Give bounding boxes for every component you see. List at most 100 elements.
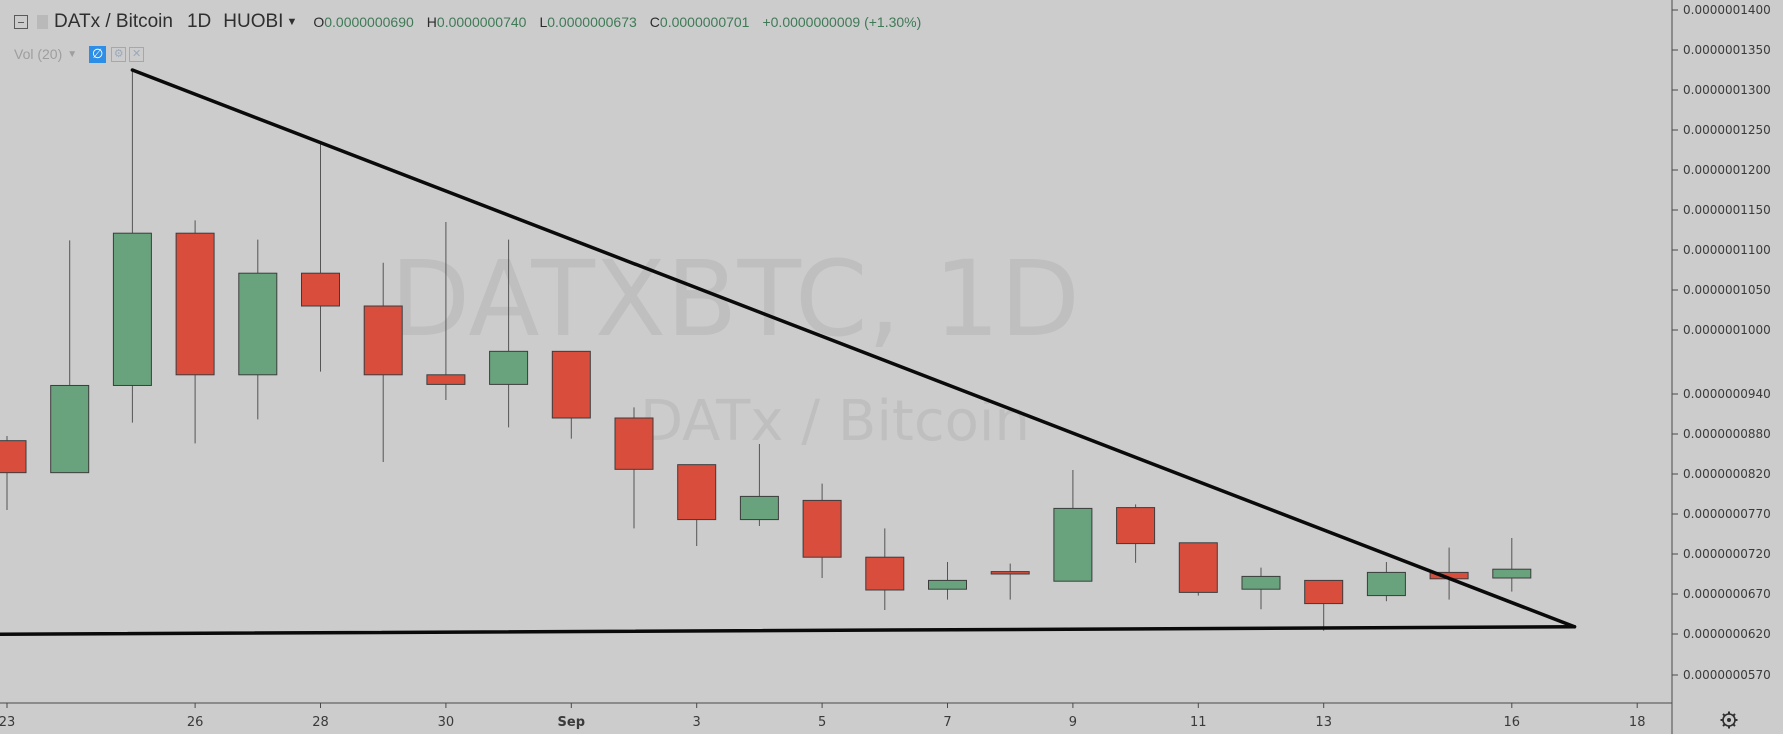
price-tick-label: 0.0000001100 — [1683, 243, 1771, 257]
candle-body — [1116, 507, 1156, 545]
candle-body — [489, 350, 529, 385]
price-tick-label: 0.0000001000 — [1683, 323, 1771, 337]
chevron-down-icon[interactable]: ▼ — [286, 16, 298, 28]
exchange-label[interactable]: HUOBI — [223, 11, 284, 32]
price-tick-label: 0.0000000820 — [1683, 467, 1771, 481]
price-tick-label: 0.0000000720 — [1683, 547, 1771, 561]
symbol-icon — [37, 15, 48, 29]
volume-legend: Vol (20) ▼ ∅ ⚙ ✕ — [14, 45, 145, 63]
open-label: O — [313, 14, 325, 30]
price-change: +0.0000000009 (+1.30%) — [762, 14, 922, 30]
price-tick-label: 0.0000001250 — [1683, 123, 1771, 137]
price-tick-label: 0.0000001300 — [1683, 83, 1771, 97]
candle — [865, 528, 905, 610]
candle — [426, 222, 466, 400]
price-tick-label: 0.0000001200 — [1683, 163, 1771, 177]
ohlc-high: H0.0000000740 — [427, 14, 527, 30]
eye-off-icon[interactable]: ∅ — [89, 45, 107, 63]
price-tick-label: 0.0000000880 — [1683, 427, 1771, 441]
trendlines[interactable] — [0, 68, 1577, 637]
candle-body — [802, 499, 842, 558]
candle-body — [1366, 571, 1406, 597]
close-label: C — [649, 14, 660, 30]
chevron-down-icon[interactable]: ▼ — [67, 48, 78, 60]
close-value: 0.0000000701 — [659, 14, 750, 30]
candle — [238, 239, 278, 420]
candle — [928, 562, 967, 600]
price-tick-label: 0.0000000770 — [1683, 507, 1771, 521]
candle — [301, 142, 340, 372]
price-axis[interactable]: 0.0000001400 0.0000001350 0.0000001300 0.00… — [1672, 3, 1771, 682]
candle-body — [551, 350, 591, 419]
candle-body — [112, 232, 152, 386]
collapse-icon[interactable] — [14, 15, 28, 29]
close-icon[interactable]: ✕ — [129, 46, 145, 62]
price-tick-label: 0.0000000570 — [1683, 668, 1771, 682]
gear-icon[interactable] — [1720, 711, 1738, 729]
ohlc-close: C0.0000000701 — [650, 14, 750, 30]
horizontal-support-trendline[interactable] — [0, 625, 1577, 637]
candle-body — [363, 305, 403, 376]
date-tick-label: 30 — [438, 715, 455, 730]
candle-body — [990, 571, 1030, 575]
candle — [112, 70, 152, 423]
price-tick-label: 0.0000001150 — [1683, 203, 1771, 217]
price-tick-label: 0.0000000940 — [1683, 387, 1771, 401]
candle-body — [238, 272, 278, 376]
candle-body — [1492, 568, 1532, 579]
volume-indicator-label[interactable]: Vol (20) — [14, 46, 63, 62]
time-axis[interactable]: 23 26 28 30 Sep 3 5 7 9 11 13 16 18 — [0, 703, 1645, 730]
candle-body — [1053, 507, 1093, 582]
candle-body — [1178, 542, 1218, 593]
candle — [614, 407, 654, 529]
low-value: 0.0000000673 — [547, 14, 637, 30]
candle — [1366, 562, 1406, 602]
watermark-subtitle: DATx / Bitcoin — [640, 389, 1030, 454]
candle — [1178, 542, 1218, 596]
candle — [1053, 470, 1093, 582]
candle — [1241, 567, 1281, 610]
candle — [489, 239, 529, 428]
candle-body — [928, 579, 967, 590]
candle — [677, 464, 717, 546]
candle — [1492, 538, 1532, 592]
date-tick-label: 23 — [0, 715, 15, 730]
descending-resistance-trendline[interactable] — [130, 68, 1577, 629]
candle-body — [1304, 579, 1344, 605]
date-tick-label: 5 — [818, 715, 826, 730]
date-tick-label: 9 — [1069, 715, 1077, 730]
candle-body — [865, 556, 905, 591]
price-tick-label: 0.0000001050 — [1683, 283, 1771, 297]
date-tick-label: 7 — [943, 715, 951, 730]
low-label: L — [539, 14, 548, 30]
candle — [802, 483, 842, 578]
date-tick-label: 16 — [1504, 715, 1521, 730]
candle-body — [175, 232, 215, 376]
candle-body — [677, 464, 717, 521]
candle-body — [426, 374, 466, 385]
ohlc-open: O0.0000000690 — [313, 14, 413, 30]
candle — [551, 350, 591, 439]
price-tick-label: 0.0000001400 — [1683, 3, 1771, 17]
date-tick-label: 11 — [1190, 715, 1207, 730]
symbol-title[interactable]: DATx / Bitcoin — [54, 11, 173, 32]
settings-icon[interactable]: ⚙ — [111, 46, 127, 62]
watermark-title: DATXBTC, 1D — [390, 238, 1080, 360]
candle — [1116, 504, 1156, 563]
high-value: 0.0000000740 — [436, 14, 527, 30]
price-tick-label: 0.0000000670 — [1683, 587, 1771, 601]
symbol-legend: DATx / Bitcoin 1D HUOBI ▼ O0.0000000690 … — [14, 11, 921, 33]
candle — [175, 220, 215, 444]
candle — [1304, 579, 1344, 631]
date-tick-label: 26 — [187, 715, 204, 730]
interval-label[interactable]: 1D — [186, 11, 212, 32]
candle — [50, 240, 90, 474]
candle — [0, 436, 27, 510]
candle-body — [614, 417, 654, 470]
date-tick-label: 18 — [1629, 715, 1646, 730]
date-tick-label: 28 — [312, 715, 329, 730]
ohlc-low: L0.0000000673 — [539, 14, 636, 30]
high-label: H — [426, 14, 437, 30]
price-tick-label: 0.0000000620 — [1683, 627, 1771, 641]
